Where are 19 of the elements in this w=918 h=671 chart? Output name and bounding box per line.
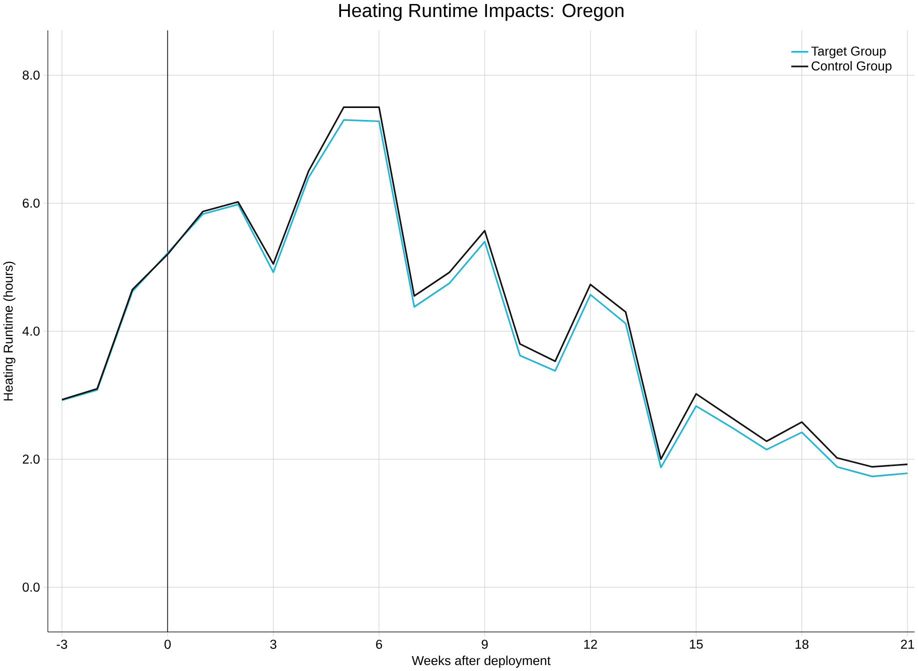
y-axis-title: Heating Runtime (hours)	[3, 262, 16, 400]
legend-label: Control Group	[812, 61, 892, 74]
x-tick-label: 15	[690, 640, 703, 649]
y-tick-label: 4.0	[22, 326, 40, 336]
x-tick-label: 0	[164, 640, 171, 649]
y-tick-label: 8.0	[22, 70, 40, 80]
x-tick-label: 21	[900, 640, 914, 649]
x-tick-label: 12	[584, 640, 597, 649]
x-tick-label: 18	[796, 640, 808, 649]
y-tick-label: 6.0	[22, 198, 40, 208]
legend-label: Target Group	[811, 46, 886, 58]
x-tick-label: 6	[376, 640, 382, 649]
y-tick-label: 0.0	[22, 582, 40, 592]
x-axis-title: Weeks after deployment	[412, 656, 551, 668]
x-tick-label: 9	[482, 640, 488, 649]
y-tick-label: 2.0	[22, 454, 40, 464]
x-tick-label: 3	[270, 640, 276, 649]
x-tick-label: -3	[56, 640, 68, 649]
chart-title: Heating Runtime Impacts: Oregon	[339, 3, 624, 21]
